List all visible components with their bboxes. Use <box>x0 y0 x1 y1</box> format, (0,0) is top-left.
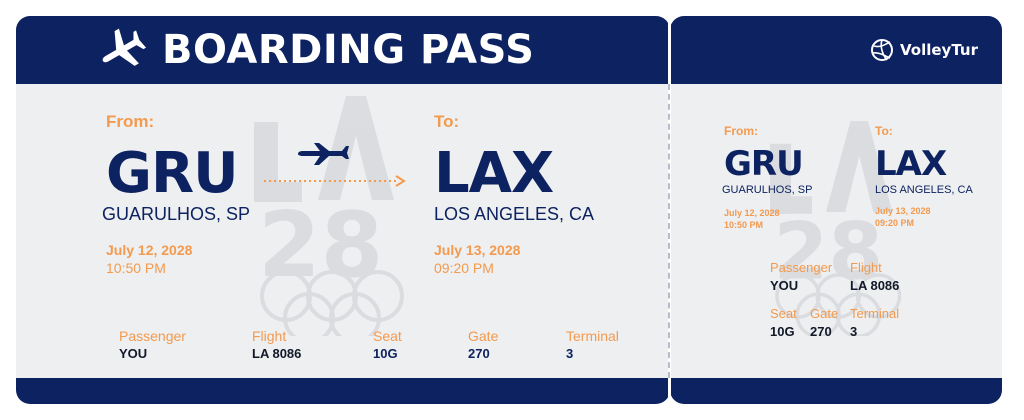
depart-time: 10:50 PM <box>106 260 166 276</box>
la28-watermark: 28 <box>770 121 902 336</box>
arrive-date: July 13, 2028 <box>875 206 931 216</box>
destination-code: LAX <box>434 141 554 206</box>
boarding-pass-stub: VolleyTur 28 From: GRU GUARULHOS, SP Jul… <box>670 16 1002 404</box>
olympic-rings-icon <box>775 273 902 336</box>
depart-date: July 12, 2028 <box>724 208 780 218</box>
seat-value: 10G <box>373 346 398 361</box>
gate-label: Gate <box>810 306 839 321</box>
to-label: To: <box>875 124 893 138</box>
seat-label: Seat <box>373 328 402 344</box>
to-label: To: <box>434 112 460 131</box>
seat-label: Seat <box>770 306 797 321</box>
terminal-label: Terminal <box>566 328 619 344</box>
flight-value: LA 8086 <box>252 346 302 361</box>
terminal-value: 3 <box>850 324 858 339</box>
airplane-icon <box>102 28 147 66</box>
brand-logo: VolleyTur <box>870 38 978 62</box>
boarding-pass-main: BOARDING PASS 28 From: GRU GUARULHOS, SP… <box>16 16 670 404</box>
passenger-value: YOU <box>119 346 148 361</box>
gate-value: 270 <box>810 324 832 339</box>
arrive-time: 09:20 PM <box>875 218 915 228</box>
perforation-line <box>668 84 670 378</box>
destination-code: LAX <box>875 144 947 184</box>
origin-city: GUARULHOS, SP <box>722 184 813 196</box>
gate-value: 270 <box>468 346 490 361</box>
la28-watermark: 28 <box>254 96 404 336</box>
depart-time: 10:50 PM <box>724 220 764 230</box>
route-arrow-icon <box>264 175 406 187</box>
destination-city: LOS ANGELES, CA <box>434 204 595 224</box>
passenger-label: Passenger <box>770 260 833 275</box>
arrive-date: July 13, 2028 <box>434 242 521 258</box>
terminal-label: Terminal <box>850 306 900 321</box>
passenger-label: Passenger <box>119 328 186 344</box>
volleyball-icon <box>871 39 893 61</box>
from-label: From: <box>724 124 758 138</box>
passenger-value: YOU <box>770 278 799 293</box>
origin-code: GRU <box>106 141 239 206</box>
origin-city: GUARULHOS, SP <box>102 204 251 224</box>
page-title: BOARDING PASS <box>162 27 535 73</box>
flight-value: LA 8086 <box>850 278 900 293</box>
header-band: VolleyTur <box>670 16 1002 84</box>
seat-value: 10G <box>770 324 795 339</box>
from-label: From: <box>106 112 155 131</box>
flight-label: Flight <box>850 260 882 275</box>
gate-label: Gate <box>468 328 499 344</box>
footer-band <box>16 378 670 404</box>
airplane-icon <box>298 143 349 165</box>
flight-label: Flight <box>252 328 287 344</box>
arrive-time: 09:20 PM <box>434 260 494 276</box>
terminal-value: 3 <box>566 346 574 361</box>
footer-band <box>670 378 1002 404</box>
origin-code: GRU <box>724 144 804 184</box>
svg-text:28: 28 <box>258 193 383 298</box>
header-band: BOARDING PASS <box>16 16 670 84</box>
depart-date: July 12, 2028 <box>106 242 193 258</box>
olympic-rings-icon <box>260 270 404 336</box>
destination-city: LOS ANGELES, CA <box>875 184 973 196</box>
brand-name: VolleyTur <box>900 41 978 59</box>
